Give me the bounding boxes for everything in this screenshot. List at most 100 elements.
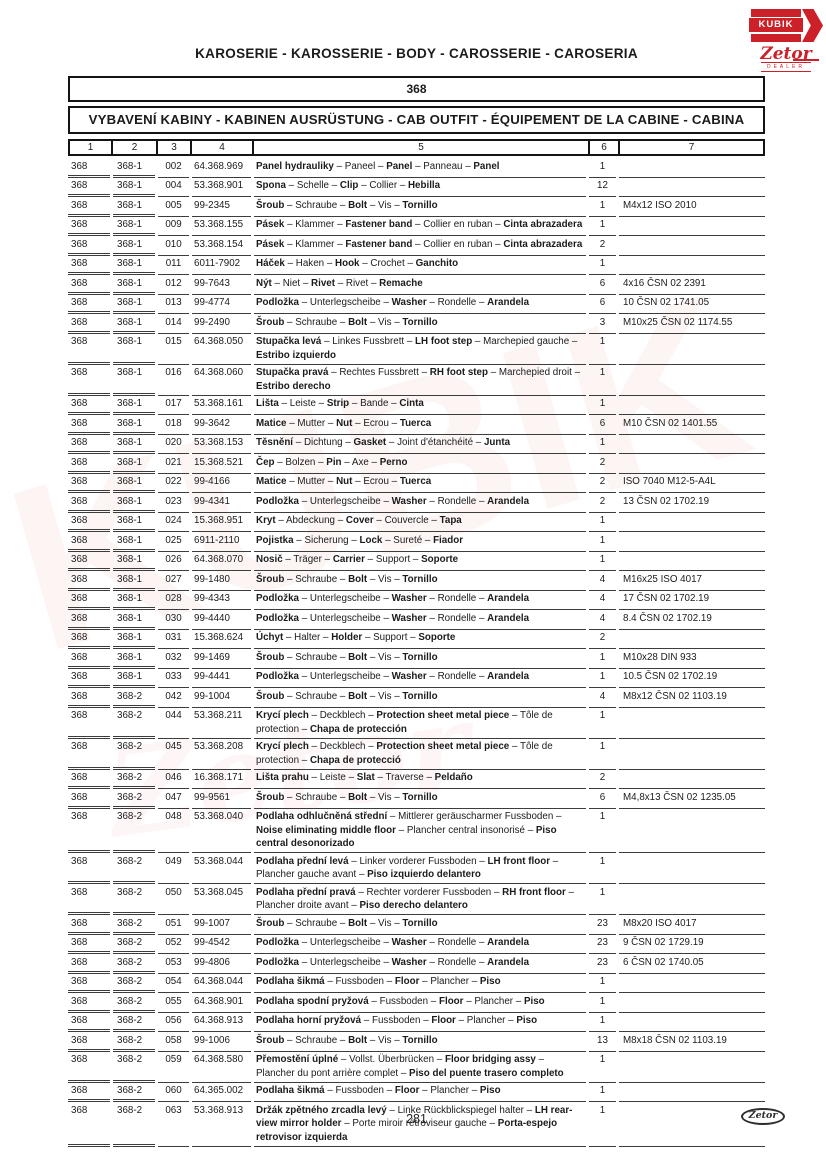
cell-spec (619, 974, 765, 993)
description-term: Šroub (256, 651, 285, 663)
cell-description: Pojistka – Sicherung – Lock – Sureté – F… (254, 532, 586, 552)
cell-position: 016 (158, 365, 189, 396)
description-term: Haken (295, 258, 325, 269)
description-term: Klammer (295, 219, 335, 230)
cell-description: Nýt – Niet – Rivet – Rivet – Remache (254, 275, 586, 295)
cell-subgroup: 368-1 (113, 571, 155, 591)
description-term: Unterlegscheibe (309, 937, 381, 948)
cell-description: Podlaha přední levá – Linker vorderer Fu… (254, 853, 586, 884)
cell-part-number: 99-2490 (192, 314, 251, 334)
kubik-bar-top (751, 9, 801, 17)
cell-position: 030 (158, 610, 189, 630)
page-number: 281 (406, 1112, 427, 1126)
cell-spec: M4x12 ISO 2010 (619, 197, 765, 217)
cell-position: 048 (158, 809, 189, 853)
cell-position: 060 (158, 1083, 189, 1102)
cell-spec: M16x25 ISO 4017 (619, 571, 765, 591)
description-term: Washer (391, 671, 427, 682)
description-term: Noise eliminating middle floor (256, 824, 396, 836)
description-term: Hook (335, 258, 360, 269)
cell-quantity: 4 (589, 610, 616, 630)
cell-position: 052 (158, 935, 189, 954)
cell-subgroup: 368-1 (113, 178, 155, 197)
cell-subgroup: 368-2 (113, 915, 155, 935)
cell-part-number: 99-4440 (192, 610, 251, 630)
column-header-5: 5 (252, 139, 590, 156)
description-term: Linkes Fussbrett (332, 336, 405, 347)
description-term: Cinta abrazadera (503, 219, 583, 230)
cell-description: Podložka – Unterlegscheibe – Washer – Ro… (254, 295, 586, 314)
cell-quantity: 2 (589, 236, 616, 256)
cell-description: Čep – Bolzen – Pin – Axe – Perno (254, 454, 586, 474)
cell-part-number: 99-4806 (192, 954, 251, 974)
cell-spec (619, 708, 765, 739)
cell-subgroup: 368-1 (113, 295, 155, 314)
cell-position: 063 (158, 1102, 189, 1147)
description-term: Fastener band (345, 238, 413, 250)
cell-part-number: 16.368.171 (192, 770, 251, 789)
cell-description: Spona – Schelle – Clip – Collier – Hebil… (254, 178, 586, 197)
description-term: Krycí plech (256, 710, 309, 721)
cell-spec: M10x28 DIN 933 (619, 649, 765, 669)
description-term: Piso (523, 995, 545, 1007)
description-term: Bolt (348, 316, 368, 328)
cell-part-number: 15.368.521 (192, 454, 251, 474)
cell-position: 018 (158, 415, 189, 435)
cell-description: Držák zpětného zrcadla levý – Linke Rück… (254, 1102, 586, 1147)
cell-group: 368 (68, 935, 110, 954)
cell-subgroup: 368-2 (113, 974, 155, 993)
description-term: Tornillo (402, 651, 438, 663)
cell-part-number: 53.368.045 (192, 884, 251, 915)
table-row: 368 368-2 056 64.368.913 Podlaha horní pryžo… (68, 1013, 768, 1032)
zetor-wordmark: Zetor (749, 46, 823, 63)
cell-position: 045 (158, 739, 189, 770)
description-term: Tapa (439, 515, 462, 526)
cell-part-number: 99-1480 (192, 571, 251, 591)
cell-part-number: 53.368.153 (192, 435, 251, 454)
description-term: Plancher (474, 995, 514, 1007)
cell-group: 368 (68, 853, 110, 884)
description-term: Schraube (295, 316, 338, 328)
cell-group: 368 (68, 314, 110, 334)
description-term: Čep (256, 456, 275, 468)
description-term: Nosič (256, 554, 283, 565)
cell-position: 022 (158, 474, 189, 493)
table-row: 368 368-1 014 99-2490 Šroub – Schraube – Bol… (68, 314, 768, 334)
description-term: Joint d'étanchéité (397, 437, 474, 448)
table-row: 368 368-2 051 99-1007 Šroub – Schraube – Bol… (68, 915, 768, 935)
description-term: LH rear-view mirror holder (256, 1104, 573, 1130)
description-term: Washer (391, 297, 427, 308)
table-row: 368 368-1 017 53.368.161 Lišta – Leiste – St… (68, 396, 768, 415)
description-term: Šroub (256, 1034, 285, 1046)
cell-part-number: 64.365.002 (192, 1083, 251, 1102)
table-row: 368 368-2 058 99-1006 Šroub – Schraube – Bol… (68, 1032, 768, 1052)
cell-quantity: 1 (589, 974, 616, 993)
description-term: Arandela (487, 956, 530, 968)
cell-subgroup: 368-1 (113, 454, 155, 474)
cell-subgroup: 368-1 (113, 236, 155, 256)
description-term: Abdeckung (285, 515, 335, 526)
description-term: Washer (391, 495, 427, 507)
description-term: Soporte (421, 554, 459, 565)
cell-part-number: 53.368.040 (192, 809, 251, 853)
cell-position: 033 (158, 669, 189, 688)
description-term: Niet (282, 277, 301, 289)
table-row: 368 368-1 020 53.368.153 Těsnění – Dichtung … (68, 435, 768, 454)
description-term: Podlaha šikmá (256, 1085, 325, 1096)
description-term: Washer (391, 593, 427, 604)
table-row: 368 368-2 052 99-4542 Podložka – Unterlegsch… (68, 935, 768, 954)
cell-group: 368 (68, 688, 110, 708)
description-term: Vis (378, 791, 392, 803)
cell-part-number: 64.368.580 (192, 1052, 251, 1083)
cell-description: Podložka – Unterlegscheibe – Washer – Ro… (254, 591, 586, 610)
description-term: LH front floor (487, 855, 551, 867)
cell-description: Šroub – Schraube – Bolt – Vis – Tornillo (254, 789, 586, 809)
description-term: Plancher droite avant (256, 900, 349, 911)
table-row: 368 368-2 049 53.368.044 Podlaha přední levá… (68, 853, 768, 884)
cell-part-number: 64.368.070 (192, 552, 251, 571)
description-term: Arandela (487, 297, 530, 308)
description-term: Plancher du pont arrière complet (256, 1067, 399, 1079)
cell-group: 368 (68, 571, 110, 591)
cell-spec: ISO 7040 M12-5-A4L (619, 474, 765, 493)
description-term: Těsnění (256, 437, 294, 448)
